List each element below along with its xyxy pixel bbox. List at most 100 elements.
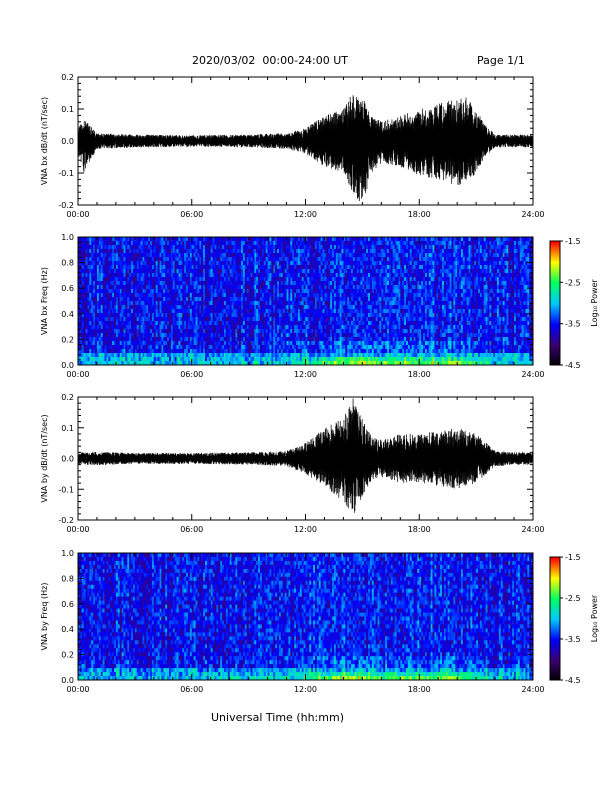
spectrogram-cell	[117, 273, 121, 278]
spectrogram-cell	[89, 317, 92, 322]
spectrogram-cell	[362, 337, 365, 342]
spectrogram-cell	[313, 289, 316, 294]
spectrogram-cell	[127, 257, 130, 262]
spectrogram-cell	[127, 265, 130, 270]
spectrogram-cell	[81, 253, 84, 258]
spectrogram-cell	[324, 313, 327, 318]
spectrogram-cell	[159, 333, 162, 338]
spectrogram-cell	[360, 329, 363, 334]
spectrogram-cell	[227, 253, 230, 258]
spectrogram-cell	[265, 357, 268, 362]
spectrogram-cell	[233, 273, 236, 278]
spectrogram-cell	[349, 349, 352, 354]
spectrogram-cell	[153, 253, 157, 258]
spectrogram-cell	[339, 357, 342, 362]
spectrogram-cell	[223, 345, 227, 350]
spectrogram-cell	[108, 309, 111, 314]
spectrogram-cell	[169, 301, 172, 306]
spectrogram-cell	[85, 349, 88, 354]
spectrogram-cell	[193, 285, 196, 290]
spectrogram-cell	[280, 237, 284, 242]
spectrogram-cell	[364, 333, 367, 338]
spectrogram-cell	[290, 333, 293, 338]
spectrogram-cell	[112, 285, 115, 290]
spectrogram-cell	[114, 261, 117, 266]
spectrogram-cell	[343, 293, 346, 298]
spectrogram-cell	[151, 309, 155, 314]
spectrogram-cell	[115, 253, 119, 258]
spectrogram-cell	[180, 325, 183, 330]
spectrogram-cell	[212, 245, 215, 250]
spectrogram-cell	[265, 241, 268, 246]
spectrogram-cell	[155, 305, 158, 310]
spectrogram-cell	[290, 285, 293, 290]
spectrogram-cell	[316, 245, 320, 250]
spectrogram-cell	[341, 357, 344, 362]
spectrogram-cell	[81, 353, 84, 358]
spectrogram-cell	[169, 329, 172, 334]
spectrogram-cell	[132, 285, 136, 290]
spectrogram-cell	[261, 329, 265, 334]
spectrogram-cell	[227, 329, 230, 334]
spectrogram-cell	[267, 357, 270, 362]
spectrogram-cell	[235, 285, 238, 290]
spectrogram-cell	[182, 253, 185, 258]
spectrogram-cell	[167, 309, 170, 314]
spectrogram-cell	[351, 285, 354, 290]
spectrogram-cell	[93, 253, 96, 258]
spectrogram-cell	[87, 361, 90, 366]
spectrogram-cell	[193, 349, 196, 354]
spectrogram-cell	[104, 261, 107, 266]
spectrogram-cell	[267, 341, 270, 346]
spectrogram-cell	[142, 309, 145, 314]
spectrogram-cell	[134, 353, 138, 358]
spectrogram-cell	[343, 325, 346, 330]
spectrogram-cell	[85, 265, 88, 270]
spectrogram-cell	[81, 309, 84, 314]
spectrogram-cell	[146, 301, 149, 306]
spectrogram-cell	[178, 289, 181, 294]
spectrogram-cell	[354, 241, 357, 246]
spectrogram-cell	[316, 253, 320, 258]
spectrogram-cell	[256, 305, 259, 310]
spectrogram-cell	[324, 289, 327, 294]
spectrogram-cell	[290, 253, 293, 258]
spectrogram-cell	[229, 329, 232, 334]
spectrogram-cell	[218, 273, 221, 278]
spectrogram-cell	[119, 297, 122, 302]
spectrogram-cell	[89, 277, 92, 282]
spectrogram-cell	[248, 265, 251, 270]
spectrogram-cell	[322, 237, 325, 242]
spectrogram-cell	[199, 341, 202, 346]
spectrogram-cell	[81, 241, 84, 246]
spectrogram-cell	[345, 321, 348, 326]
spectrogram-cell	[292, 345, 295, 350]
spectrogram-cell	[157, 293, 160, 298]
spectrogram-cell	[333, 273, 337, 278]
spectrogram-cell	[273, 333, 276, 338]
spectrogram-cell	[267, 293, 270, 298]
spectrogram-cell	[161, 321, 164, 326]
spectrogram-cell	[108, 325, 111, 330]
spectrogram-cell	[108, 321, 111, 326]
spectrogram-cell	[225, 313, 229, 318]
spectrogram-cell	[248, 241, 251, 246]
spectrogram-cell	[150, 285, 153, 290]
spectrogram-cell	[288, 337, 291, 342]
spectrogram-cell	[81, 277, 84, 282]
spectrogram-cell	[214, 273, 217, 278]
spectrogram-cell	[127, 337, 130, 342]
spectrogram-cell	[220, 345, 223, 350]
spectrogram-cell	[197, 341, 200, 346]
spectrogram-cell	[250, 273, 253, 278]
spectrogram-cell	[286, 281, 289, 286]
spectrogram-cell	[208, 333, 212, 338]
spectrogram-cell	[110, 277, 113, 282]
spectrogram-cell	[307, 321, 310, 326]
spectrogram-cell	[337, 313, 340, 318]
spectrogram-cell	[100, 257, 103, 262]
spectrogram-cell	[218, 329, 221, 334]
spectrogram-cell	[314, 349, 318, 354]
spectrogram-cell	[174, 313, 177, 318]
spectrogram-cell	[299, 245, 303, 250]
